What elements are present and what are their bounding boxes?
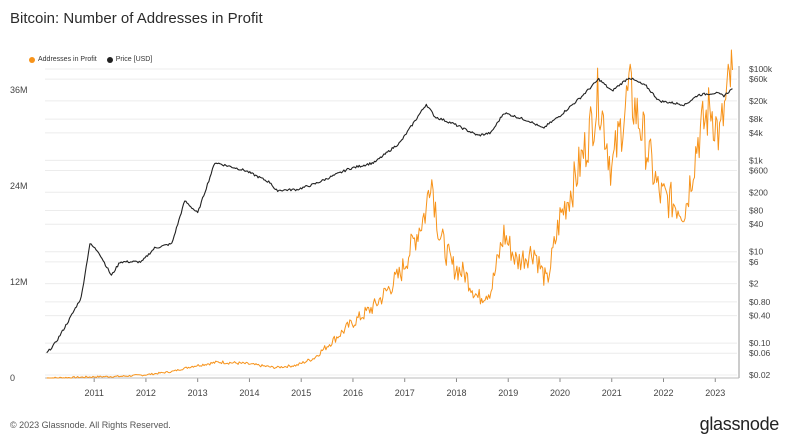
right-tick-label: $40 [749, 219, 763, 229]
legend-item-price[interactable]: Price [USD] [106, 56, 153, 63]
right-tick-label: $200 [749, 187, 768, 197]
series-line-price[interactable] [46, 77, 733, 354]
x-tick-label: 2012 [136, 388, 156, 398]
chart-title: Bitcoin: Number of Addresses in Profit [10, 10, 263, 27]
right-tick-label: $4k [749, 128, 763, 138]
x-tick-label: 2014 [239, 388, 259, 398]
right-tick-label: $8k [749, 114, 763, 124]
right-tick-label: $0.80 [749, 297, 771, 307]
right-tick-label: $2 [749, 279, 759, 289]
copyright-footer: © 2023 Glassnode. All Rights Reserved. [10, 420, 171, 430]
x-tick-label: 2017 [395, 388, 415, 398]
grid-lines [45, 68, 737, 376]
right-tick-label: $10 [749, 247, 763, 257]
legend-label-price: Price [USD] [115, 56, 153, 63]
x-tick-label: 2023 [705, 388, 725, 398]
x-tick-label: 2013 [188, 388, 208, 398]
chart-legend: Addresses in Profit Price [USD] [29, 56, 152, 63]
x-tick-label: 2018 [446, 388, 466, 398]
left-axis: 0 12M 24M 36M [10, 85, 28, 383]
right-tick-label: $80 [749, 205, 763, 215]
right-tick-label: $20k [749, 96, 768, 106]
x-axis: 2011 2012 2013 2014 2015 2016 2017 2018 2019 2020… [45, 377, 739, 398]
left-tick-label: 24M [10, 181, 28, 191]
right-tick-label: $6 [749, 257, 759, 267]
legend-swatch-price [106, 56, 113, 63]
legend-swatch-addresses [29, 56, 35, 63]
left-tick-label: 12M [10, 277, 28, 287]
right-tick-label: $0.40 [749, 311, 771, 321]
x-tick-label: 2016 [343, 388, 363, 398]
glassnode-logo: glassnode [699, 414, 780, 434]
right-tick-label: $1k [749, 155, 763, 165]
x-tick-label: 2022 [653, 388, 673, 398]
x-tick-label: 2020 [550, 388, 570, 398]
right-tick-label: $60k [749, 74, 768, 84]
series-line-addresses-in-profit[interactable] [46, 49, 733, 379]
series-layer [46, 49, 733, 379]
x-tick-label: 2011 [84, 388, 103, 398]
x-tick-label: 2015 [291, 388, 311, 398]
x-tick-label: 2019 [498, 388, 518, 398]
right-tick-label: $600 [749, 165, 768, 175]
right-axis: $100k$60k$20k$8k$4k$1k$600$200$80$40$10$… [738, 64, 773, 380]
left-tick-label: 0 [10, 373, 15, 383]
legend-item-addresses[interactable]: Addresses in Profit [29, 56, 97, 63]
right-tick-label: $0.10 [749, 338, 771, 348]
right-tick-label: $100k [749, 64, 773, 74]
left-tick-label: 36M [10, 85, 28, 95]
legend-label-addresses: Addresses in Profit [38, 56, 97, 63]
right-tick-label: $0.02 [749, 370, 771, 380]
x-tick-label: 2021 [602, 388, 622, 398]
right-tick-label: $0.06 [749, 348, 771, 358]
